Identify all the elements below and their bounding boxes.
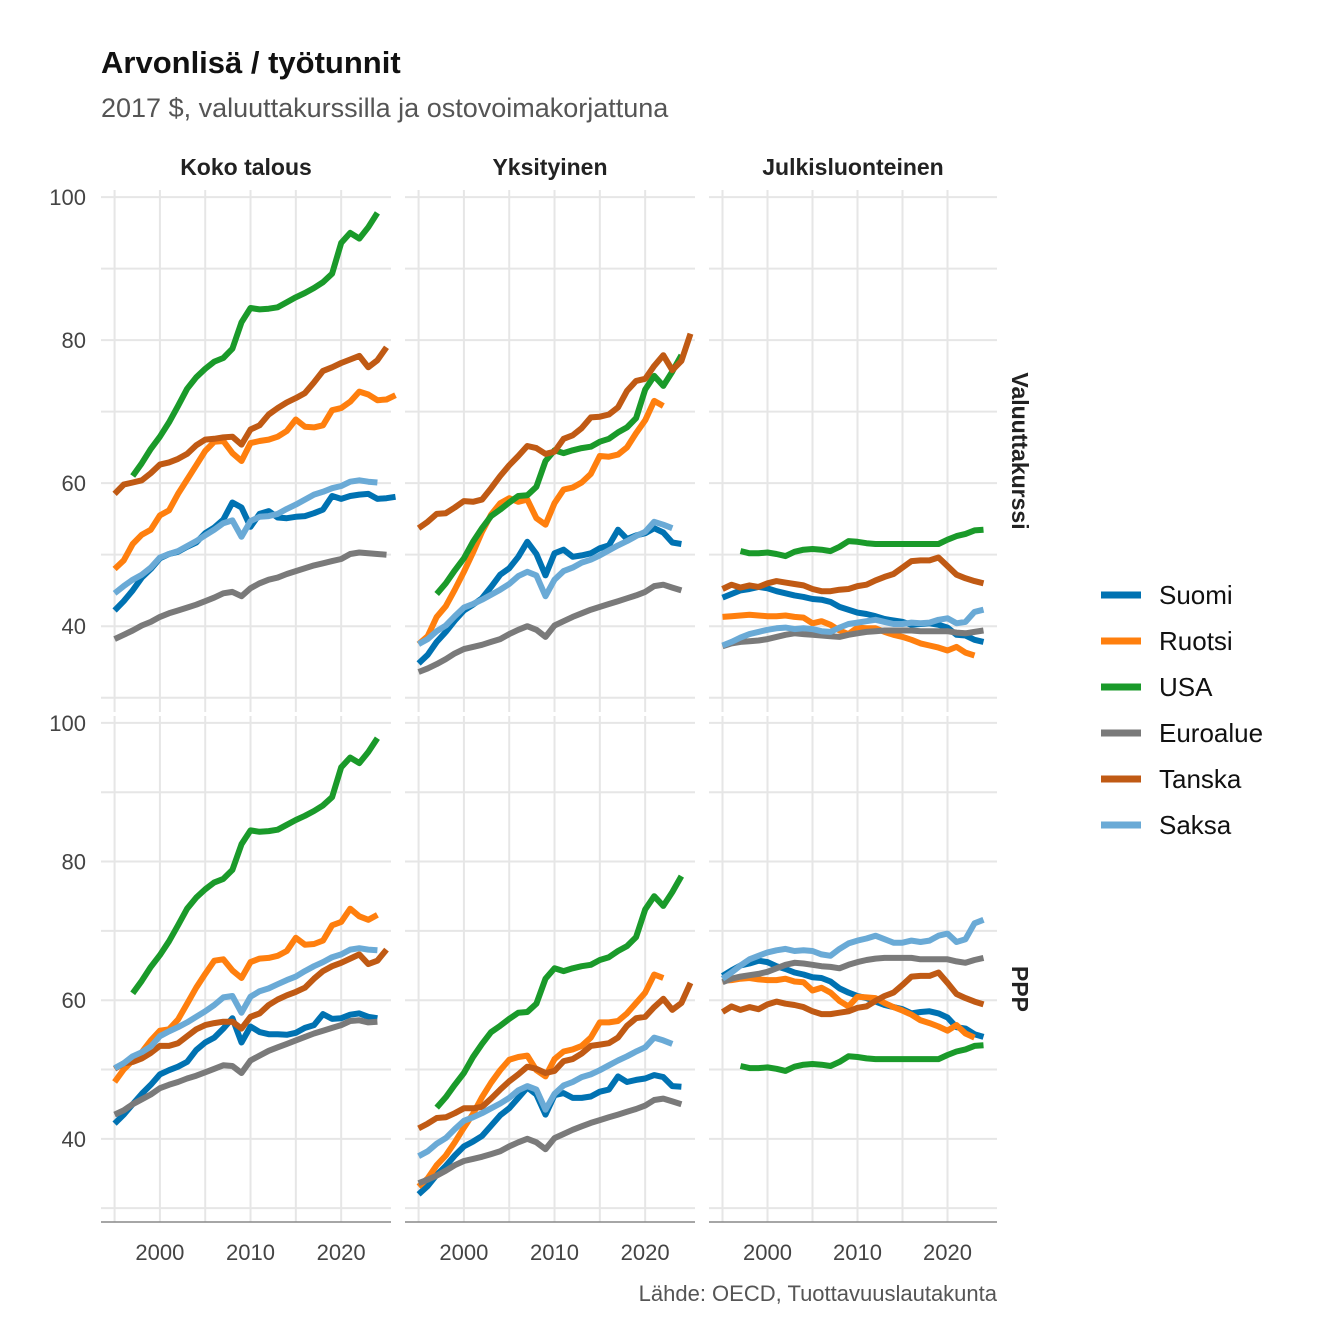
panel-julkisluonteinen-ppp: 2000 2010 2020 xyxy=(709,716,997,1265)
y-tick-label: 40 xyxy=(62,614,86,639)
chart-title: Arvonlisä / työtunnit xyxy=(101,45,401,80)
x-tick-label: 2010 xyxy=(833,1240,882,1265)
series-line-saksa xyxy=(113,945,378,1071)
series-line-usa xyxy=(130,211,380,478)
series-line-euroalue xyxy=(721,627,984,650)
x-tick-label: 2020 xyxy=(621,1240,670,1265)
series-line-suomi xyxy=(721,583,985,645)
series-line-ruotsi xyxy=(112,905,379,1084)
series-line-euroalue xyxy=(113,1017,378,1118)
panel-julkisluonteinen-valuuttakurssi xyxy=(709,190,997,712)
series-line-tanska xyxy=(720,969,985,1018)
legend-label: Ruotsi xyxy=(1159,626,1233,656)
legend-item-saksa: Saksa xyxy=(1101,810,1232,840)
x-tick-label: 2010 xyxy=(530,1240,579,1265)
series-line-euroalue xyxy=(417,1095,683,1186)
series-line-usa xyxy=(434,874,685,1110)
y-tick-label: 80 xyxy=(62,328,86,353)
panel-yksityinen-ppp: 2000 2010 2020 xyxy=(405,716,695,1265)
series-line-euroalue xyxy=(721,954,985,985)
y-tick-label: 60 xyxy=(62,471,86,496)
x-tick-label: 2000 xyxy=(439,1240,488,1265)
series-line-tanska xyxy=(416,332,694,531)
series-line-saksa xyxy=(721,606,985,649)
panel-koko-talous-valuuttakurssi: 40 60 80 100 xyxy=(49,185,397,712)
chart-subtitle: 2017 $, valuuttakurssilla ja ostovoimako… xyxy=(101,93,669,123)
legend-label: Suomi xyxy=(1159,580,1233,610)
facet-row-label-ppp: PPP xyxy=(1007,966,1033,1012)
y-tick-label: 100 xyxy=(49,185,86,210)
y-tick-label: 80 xyxy=(62,850,86,875)
series-line-tanska xyxy=(721,554,985,595)
y-tick-label: 100 xyxy=(49,711,86,736)
panel-koko-talous-ppp: 40 60 80 100 2000 2010 2020 xyxy=(49,711,391,1265)
series-line-usa xyxy=(434,353,685,596)
facet-row-label-valuuttakurssi: Valuuttakurssi xyxy=(1007,372,1033,529)
legend-item-usa: USA xyxy=(1101,672,1213,702)
legend-label: Euroalue xyxy=(1159,718,1263,748)
series-line-saksa xyxy=(417,518,674,647)
x-tick-label: 2000 xyxy=(135,1240,184,1265)
legend: Suomi Ruotsi USA Euroalue Tanska Saksa xyxy=(1101,580,1263,840)
series-line-tanska xyxy=(417,981,694,1132)
series-line-saksa xyxy=(112,477,378,596)
series-line-euroalue xyxy=(113,549,387,642)
legend-label: Tanska xyxy=(1159,764,1242,794)
series-line-ruotsi xyxy=(416,397,665,647)
legend-item-suomi: Suomi xyxy=(1101,580,1233,610)
series-line-usa xyxy=(130,736,380,996)
legend-item-tanska: Tanska xyxy=(1101,764,1242,794)
series-line-euroalue xyxy=(417,581,683,675)
series-line-suomi xyxy=(720,957,985,1040)
series-line-usa xyxy=(739,526,984,560)
panel-yksityinen-valuuttakurssi xyxy=(405,190,695,712)
series-line-ruotsi xyxy=(112,388,397,572)
facet-col-label-yksityinen: Yksityinen xyxy=(492,154,607,180)
caption: Lähde: OECD, Tuottavuuslautakunta xyxy=(639,1281,998,1306)
legend-label: USA xyxy=(1159,672,1213,702)
legend-label: Saksa xyxy=(1159,810,1232,840)
series-line-tanska xyxy=(113,947,389,1072)
legend-item-euroalue: Euroalue xyxy=(1101,718,1263,748)
facet-col-label-koko-talous: Koko talous xyxy=(180,154,312,180)
x-tick-label: 2020 xyxy=(317,1240,366,1265)
x-tick-label: 2000 xyxy=(743,1240,792,1265)
series-line-saksa xyxy=(417,1034,674,1159)
series-line-suomi xyxy=(112,1010,378,1126)
y-tick-label: 60 xyxy=(62,988,86,1013)
series-line-tanska xyxy=(112,345,389,496)
x-tick-label: 2010 xyxy=(226,1240,275,1265)
y-tick-label: 40 xyxy=(62,1127,86,1152)
facet-col-label-julkisluonteinen: Julkisluonteinen xyxy=(762,154,943,180)
series-line-saksa xyxy=(720,917,985,982)
series-line-ruotsi xyxy=(722,975,976,1041)
x-tick-label: 2020 xyxy=(923,1240,972,1265)
panels-group: Koko talous Yksityinen Julkisluonteinen Val… xyxy=(49,154,1033,1265)
legend-item-ruotsi: Ruotsi xyxy=(1101,626,1233,656)
series-line-usa xyxy=(739,1042,984,1074)
